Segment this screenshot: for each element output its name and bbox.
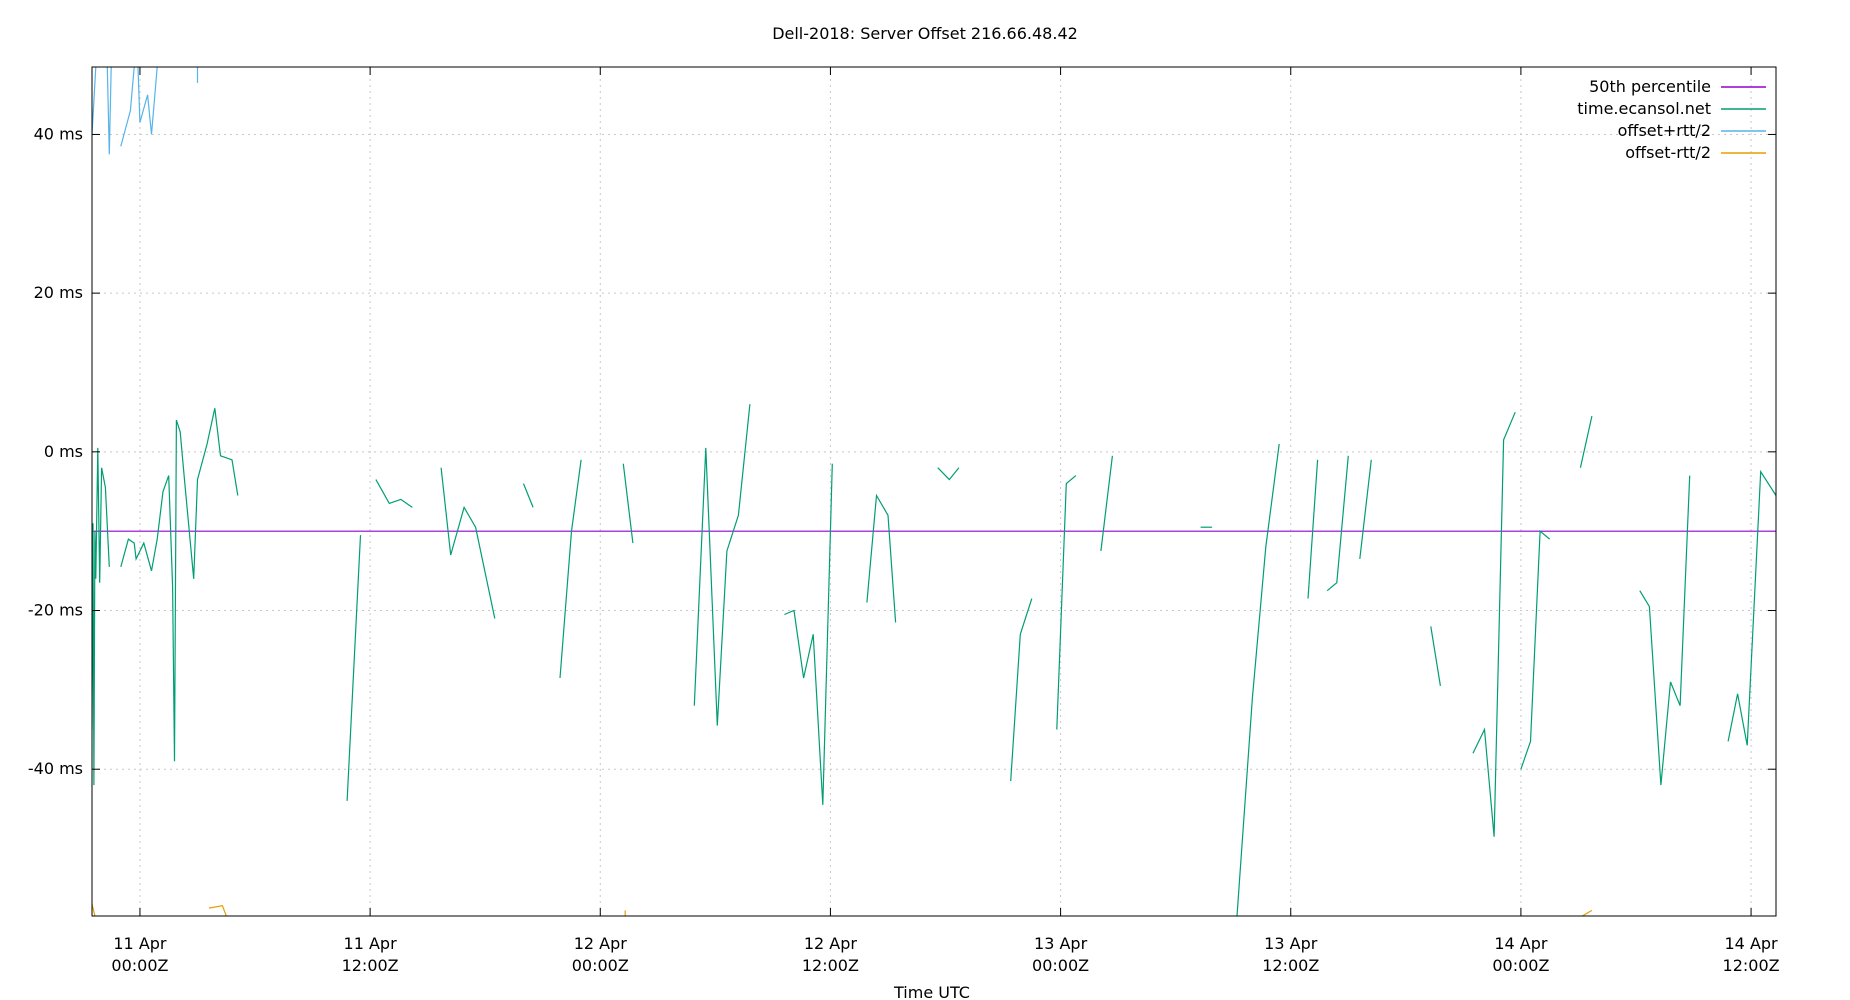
x-tick-date: 12 Apr (804, 934, 858, 953)
x-tick-date: 11 Apr (113, 934, 167, 953)
y-tick-label: 40 ms (34, 124, 83, 143)
x-tick-date: 14 Apr (1725, 934, 1779, 953)
series-line-segment (120, 408, 239, 762)
grid-lines (92, 67, 1776, 916)
series-line-segment (622, 463, 634, 544)
series-line-segment (1359, 459, 1372, 559)
chart-title: Dell-2018: Server Offset 216.66.48.42 (772, 24, 1078, 43)
series-line-segment (522, 483, 534, 508)
y-tick-label: -40 ms (28, 759, 83, 778)
x-tick-date: 14 Apr (1494, 934, 1548, 953)
legend-label: 50th percentile (1589, 77, 1711, 96)
series-line-segment (784, 463, 833, 805)
series-line-segment (866, 493, 897, 623)
x-tick-time: 00:00Z (1492, 956, 1549, 975)
y-tick-label: -20 ms (28, 601, 83, 620)
x-tick-time: 00:00Z (1032, 956, 1089, 975)
legend-label: offset-rtt/2 (1625, 143, 1711, 162)
series-line-segment (208, 905, 227, 916)
series-line-segment (1472, 411, 1516, 837)
plot-frame (91, 66, 1777, 917)
series-offset-rtt-2 (92, 67, 199, 155)
x-tick-time: 00:00Z (572, 956, 629, 975)
series-line-segment (92, 67, 97, 135)
legend-label: time.ecansol.net (1577, 99, 1711, 118)
x-tick-date: 12 Apr (574, 934, 628, 953)
series-line-segment (106, 67, 112, 155)
series-time-ecansol-net (92, 404, 1776, 916)
y-tick-label: 20 ms (34, 283, 83, 302)
series-line-segment (1010, 598, 1033, 782)
axis-ticks: 40 ms 20 ms 0 ms -20 ms -40 ms 11 Apr 00:00Z 11… (28, 67, 1780, 975)
series-line-segment (440, 467, 496, 619)
series-line-segment (937, 467, 960, 481)
series-line-segment (120, 67, 135, 147)
x-tick-time: 00:00Z (111, 956, 168, 975)
series-line-segment (1581, 909, 1593, 916)
legend: 50th percentile time.ecansol.net offset+rt… (1577, 77, 1766, 162)
x-tick-time: 12:00Z (1262, 956, 1319, 975)
y-tick-label: 0 ms (44, 442, 83, 461)
series-line-segment (137, 67, 158, 135)
series-line-segment (1100, 455, 1113, 552)
series-line-segment (1727, 469, 1776, 746)
series-line-segment (346, 535, 362, 801)
x-tick-time: 12:00Z (342, 956, 399, 975)
series-line-segment (92, 447, 110, 786)
series-line-segment (693, 404, 751, 726)
series-line-segment (1236, 443, 1280, 916)
x-tick-time: 12:00Z (802, 956, 859, 975)
x-tick-date: 11 Apr (344, 934, 398, 953)
x-tick-date: 13 Apr (1264, 934, 1318, 953)
x-axis-label: Time UTC (893, 983, 970, 1000)
x-tick-time: 12:00Z (1723, 956, 1780, 975)
series-layer (92, 67, 1776, 916)
series-line-segment (1056, 475, 1077, 730)
x-tick-date: 13 Apr (1034, 934, 1088, 953)
legend-label: offset+rtt/2 (1618, 121, 1711, 140)
series-offset-rtt-2 (92, 903, 1593, 916)
series-line-segment (1430, 626, 1441, 686)
series-line-segment (1326, 455, 1349, 592)
series-line-segment (1520, 529, 1551, 770)
series-line-segment (559, 459, 582, 679)
series-line-segment (1307, 459, 1319, 599)
series-line-segment (1639, 475, 1691, 786)
series-line-segment (375, 479, 413, 508)
series-line-segment (1579, 415, 1593, 468)
